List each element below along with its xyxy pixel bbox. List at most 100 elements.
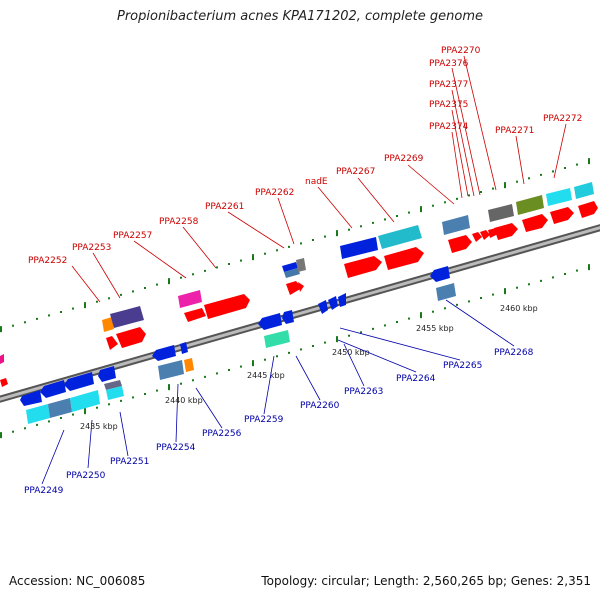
gene-label[interactable]: PPA2269 — [384, 154, 424, 164]
minor-tick — [120, 399, 122, 402]
gene-label[interactable]: nadE — [305, 177, 328, 187]
gene-feature[interactable] — [106, 386, 124, 400]
major-tick — [0, 326, 2, 333]
gene-label[interactable]: PPA2265 — [443, 361, 482, 371]
accession-text: Accession: NC_006085 — [9, 574, 146, 588]
gene-label[interactable]: PPA2264 — [396, 374, 436, 384]
gene-feature[interactable] — [0, 354, 4, 364]
gene-feature[interactable] — [286, 281, 302, 295]
gene-label[interactable]: PPA2253 — [72, 243, 111, 253]
minor-tick — [12, 324, 14, 327]
gene-feature[interactable] — [296, 258, 306, 272]
gene-feature[interactable] — [550, 207, 574, 224]
gene-label[interactable]: PPA2262 — [255, 188, 294, 198]
gene-feature[interactable] — [384, 247, 424, 270]
minor-tick — [24, 427, 26, 430]
gene-label[interactable]: PPA2374 — [429, 122, 469, 132]
minor-tick — [24, 321, 26, 324]
minor-tick — [132, 396, 134, 399]
gene-feature[interactable] — [184, 308, 206, 322]
gene-feature[interactable] — [442, 215, 470, 235]
gene-label[interactable]: PPA2261 — [205, 202, 244, 212]
gene-feature[interactable] — [116, 327, 146, 348]
gene-feature[interactable] — [578, 201, 598, 218]
gene-feature[interactable] — [0, 378, 8, 387]
major-tick — [0, 432, 2, 439]
gene-feature[interactable] — [318, 300, 328, 314]
gene-label[interactable]: PPA2272 — [543, 114, 582, 124]
gene-feature[interactable] — [516, 195, 544, 215]
minor-tick — [324, 341, 326, 344]
gene-feature[interactable] — [328, 296, 338, 310]
gene-feature[interactable] — [40, 380, 66, 398]
gene-feature[interactable] — [338, 293, 346, 307]
gene-feature[interactable] — [106, 336, 118, 350]
gene-feature[interactable] — [180, 342, 188, 354]
gene-label[interactable]: PPA2252 — [28, 256, 67, 266]
gene-feature[interactable] — [574, 182, 594, 199]
gene-label[interactable]: PPA2257 — [113, 231, 152, 241]
gene-feature[interactable] — [152, 345, 176, 361]
gene-label[interactable]: PPA2375 — [429, 100, 468, 110]
gene-feature[interactable] — [522, 214, 548, 232]
kbp-label: 2450 kbp — [332, 348, 370, 357]
gene-feature[interactable] — [20, 390, 42, 406]
gene-feature[interactable] — [26, 404, 50, 424]
minor-tick — [444, 201, 446, 204]
gene-feature[interactable] — [436, 283, 456, 301]
gene-feature[interactable] — [430, 266, 450, 282]
gene-feature[interactable] — [110, 306, 144, 328]
minor-tick — [228, 263, 230, 265]
gene-label[interactable]: PPA2254 — [156, 443, 196, 453]
gene-label[interactable]: PPA2260 — [300, 401, 340, 411]
gene-feature[interactable] — [448, 235, 472, 253]
gene-feature[interactable] — [344, 256, 382, 278]
gene-label[interactable]: PPA2256 — [202, 429, 242, 439]
gene-feature[interactable] — [264, 330, 290, 348]
gene-feature[interactable] — [102, 317, 114, 332]
gene-feature[interactable] — [98, 366, 116, 382]
gene-label[interactable]: PPA2376 — [429, 59, 469, 69]
gene-feature[interactable] — [284, 268, 300, 278]
gene-feature[interactable] — [494, 223, 518, 240]
gene-feature[interactable] — [472, 232, 482, 242]
gene-feature[interactable] — [298, 282, 304, 292]
gene-label[interactable]: PPA2250 — [66, 471, 106, 481]
gene-feature[interactable] — [378, 225, 422, 249]
minor-tick — [36, 317, 38, 320]
gene-feature[interactable] — [282, 310, 294, 324]
gene-label[interactable]: PPA2377 — [429, 80, 468, 90]
minor-tick — [192, 273, 194, 276]
gene-feature[interactable] — [340, 237, 378, 259]
gene-feature[interactable] — [48, 398, 72, 418]
gene-feature[interactable] — [480, 230, 490, 240]
gene-label[interactable]: PPA2271 — [495, 126, 534, 136]
minor-tick — [96, 300, 98, 303]
major-tick — [588, 158, 590, 165]
gene-label[interactable]: PPA2258 — [159, 217, 199, 227]
gene-label[interactable]: PPA2249 — [24, 486, 64, 496]
gene-label[interactable]: PPA2259 — [244, 415, 284, 425]
gene-feature[interactable] — [104, 380, 122, 390]
gene-feature[interactable] — [204, 294, 250, 319]
gene-feature[interactable] — [64, 372, 94, 391]
gene-feature[interactable] — [178, 290, 202, 308]
gene-feature[interactable] — [184, 358, 194, 372]
gene-label[interactable]: PPA2263 — [344, 387, 383, 397]
gene-feature[interactable] — [70, 390, 100, 412]
minor-tick — [276, 355, 278, 358]
minor-tick — [192, 379, 194, 382]
gene-feature[interactable] — [488, 204, 514, 222]
major-tick — [84, 408, 86, 415]
gene-label[interactable]: PPA2268 — [494, 348, 534, 358]
minor-tick — [108, 297, 110, 300]
gene-label[interactable]: PPA2267 — [336, 167, 375, 177]
gene-feature[interactable] — [282, 262, 298, 272]
gene-label[interactable]: PPA2251 — [110, 457, 149, 467]
chromosome-backbone — [0, 224, 600, 403]
gene-feature[interactable] — [258, 313, 282, 330]
gene-feature[interactable] — [158, 360, 184, 380]
gene-feature[interactable] — [546, 188, 572, 206]
gene-label[interactable]: PPA2270 — [441, 46, 481, 56]
